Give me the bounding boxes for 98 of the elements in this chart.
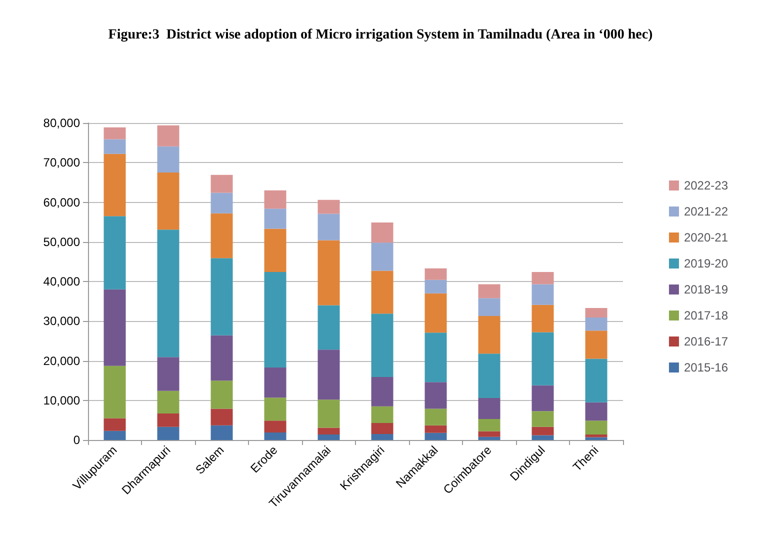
bar: [424, 332, 447, 382]
bar: [371, 376, 394, 406]
bar: [371, 222, 394, 243]
legend-label: 2017-18: [684, 308, 728, 322]
bar: [371, 434, 394, 440]
bar: [478, 316, 500, 354]
bar: [424, 293, 447, 333]
bar: [210, 335, 233, 381]
bar: [264, 432, 286, 440]
bar: [210, 174, 233, 193]
chart-title: Figure:3 District wise adoption of Micro irrigation System in Tamilnadu (Area in ‘000 hec): [108, 28, 654, 42]
bar: [157, 125, 180, 146]
bar: [210, 192, 233, 214]
bar: [478, 398, 500, 419]
bar: [104, 127, 126, 140]
bar: [264, 367, 286, 398]
bar: [157, 357, 180, 391]
legend-label: 2015-16: [684, 360, 728, 374]
bar: [318, 240, 340, 306]
bar: [318, 434, 340, 440]
bar: [478, 436, 500, 440]
bar: [210, 408, 233, 426]
bar: [585, 437, 608, 440]
bar: [318, 428, 340, 434]
bar: [424, 432, 447, 440]
y-tick-label: 30,000: [43, 314, 80, 328]
bar: [585, 318, 608, 331]
bar: [264, 208, 286, 229]
legend-label: 2016-17: [684, 334, 728, 348]
bar: [157, 172, 180, 230]
bar: [371, 406, 394, 423]
bar: [371, 270, 394, 314]
bar: [264, 228, 286, 272]
y-tick-label: 20,000: [43, 354, 80, 368]
bar: [318, 214, 340, 240]
y-tick-label: 70,000: [43, 156, 80, 170]
bar: [210, 425, 233, 440]
bar: [210, 213, 233, 258]
bar: [157, 426, 180, 440]
bar: [104, 139, 126, 154]
bar: [157, 390, 180, 414]
bar: [478, 284, 500, 298]
bar: [104, 418, 126, 431]
bar: [104, 366, 126, 418]
legend-label: 2022-23: [684, 178, 728, 192]
bar: [264, 272, 286, 368]
bar: [371, 314, 394, 377]
bar: [532, 426, 554, 436]
bar: [585, 358, 608, 402]
bar: [532, 411, 554, 427]
legend-label: 2020-21: [684, 230, 728, 244]
bar: [264, 398, 286, 421]
bar: [478, 354, 500, 398]
bar: [585, 420, 608, 434]
bar: [424, 382, 447, 409]
bar: [318, 400, 340, 428]
bar: [157, 146, 180, 173]
y-tick-label: 40,000: [43, 274, 80, 288]
bar: [104, 430, 126, 440]
bar: [318, 350, 340, 400]
bar: [532, 435, 554, 440]
bar: [264, 190, 286, 209]
bar: [157, 413, 180, 427]
bar: [532, 385, 554, 412]
y-tick-label: 80,000: [43, 116, 80, 130]
bar: [532, 304, 554, 332]
bar: [157, 230, 180, 358]
bar: [210, 380, 233, 409]
bar: [424, 408, 447, 426]
y-tick-label: 60,000: [43, 195, 80, 210]
bar: [424, 280, 447, 294]
legend-label: 2019-20: [684, 256, 728, 270]
bar: [532, 272, 554, 284]
bar: [318, 305, 340, 350]
bar: [585, 434, 608, 438]
bar: [424, 268, 447, 280]
bar: [318, 200, 340, 214]
bar: [532, 284, 554, 305]
bar: [532, 332, 554, 386]
bar: [585, 308, 608, 318]
bar: [210, 258, 233, 336]
bar: [478, 298, 500, 316]
bar: [585, 402, 608, 421]
bar: [478, 431, 500, 437]
bar: [104, 216, 126, 290]
legend-label: 2021-22: [684, 204, 728, 218]
y-tick-label: 10,000: [43, 393, 80, 408]
legend-label: 2018-19: [684, 282, 728, 296]
bar: [264, 420, 286, 432]
bar: [371, 242, 394, 271]
bar: [585, 330, 608, 359]
bar: [104, 289, 126, 366]
bar: [478, 419, 500, 432]
bar: [104, 154, 126, 216]
y-tick-label: 0: [73, 433, 80, 447]
y-tick-label: 50,000: [43, 234, 80, 249]
bar: [424, 425, 447, 433]
bar: [371, 422, 394, 434]
